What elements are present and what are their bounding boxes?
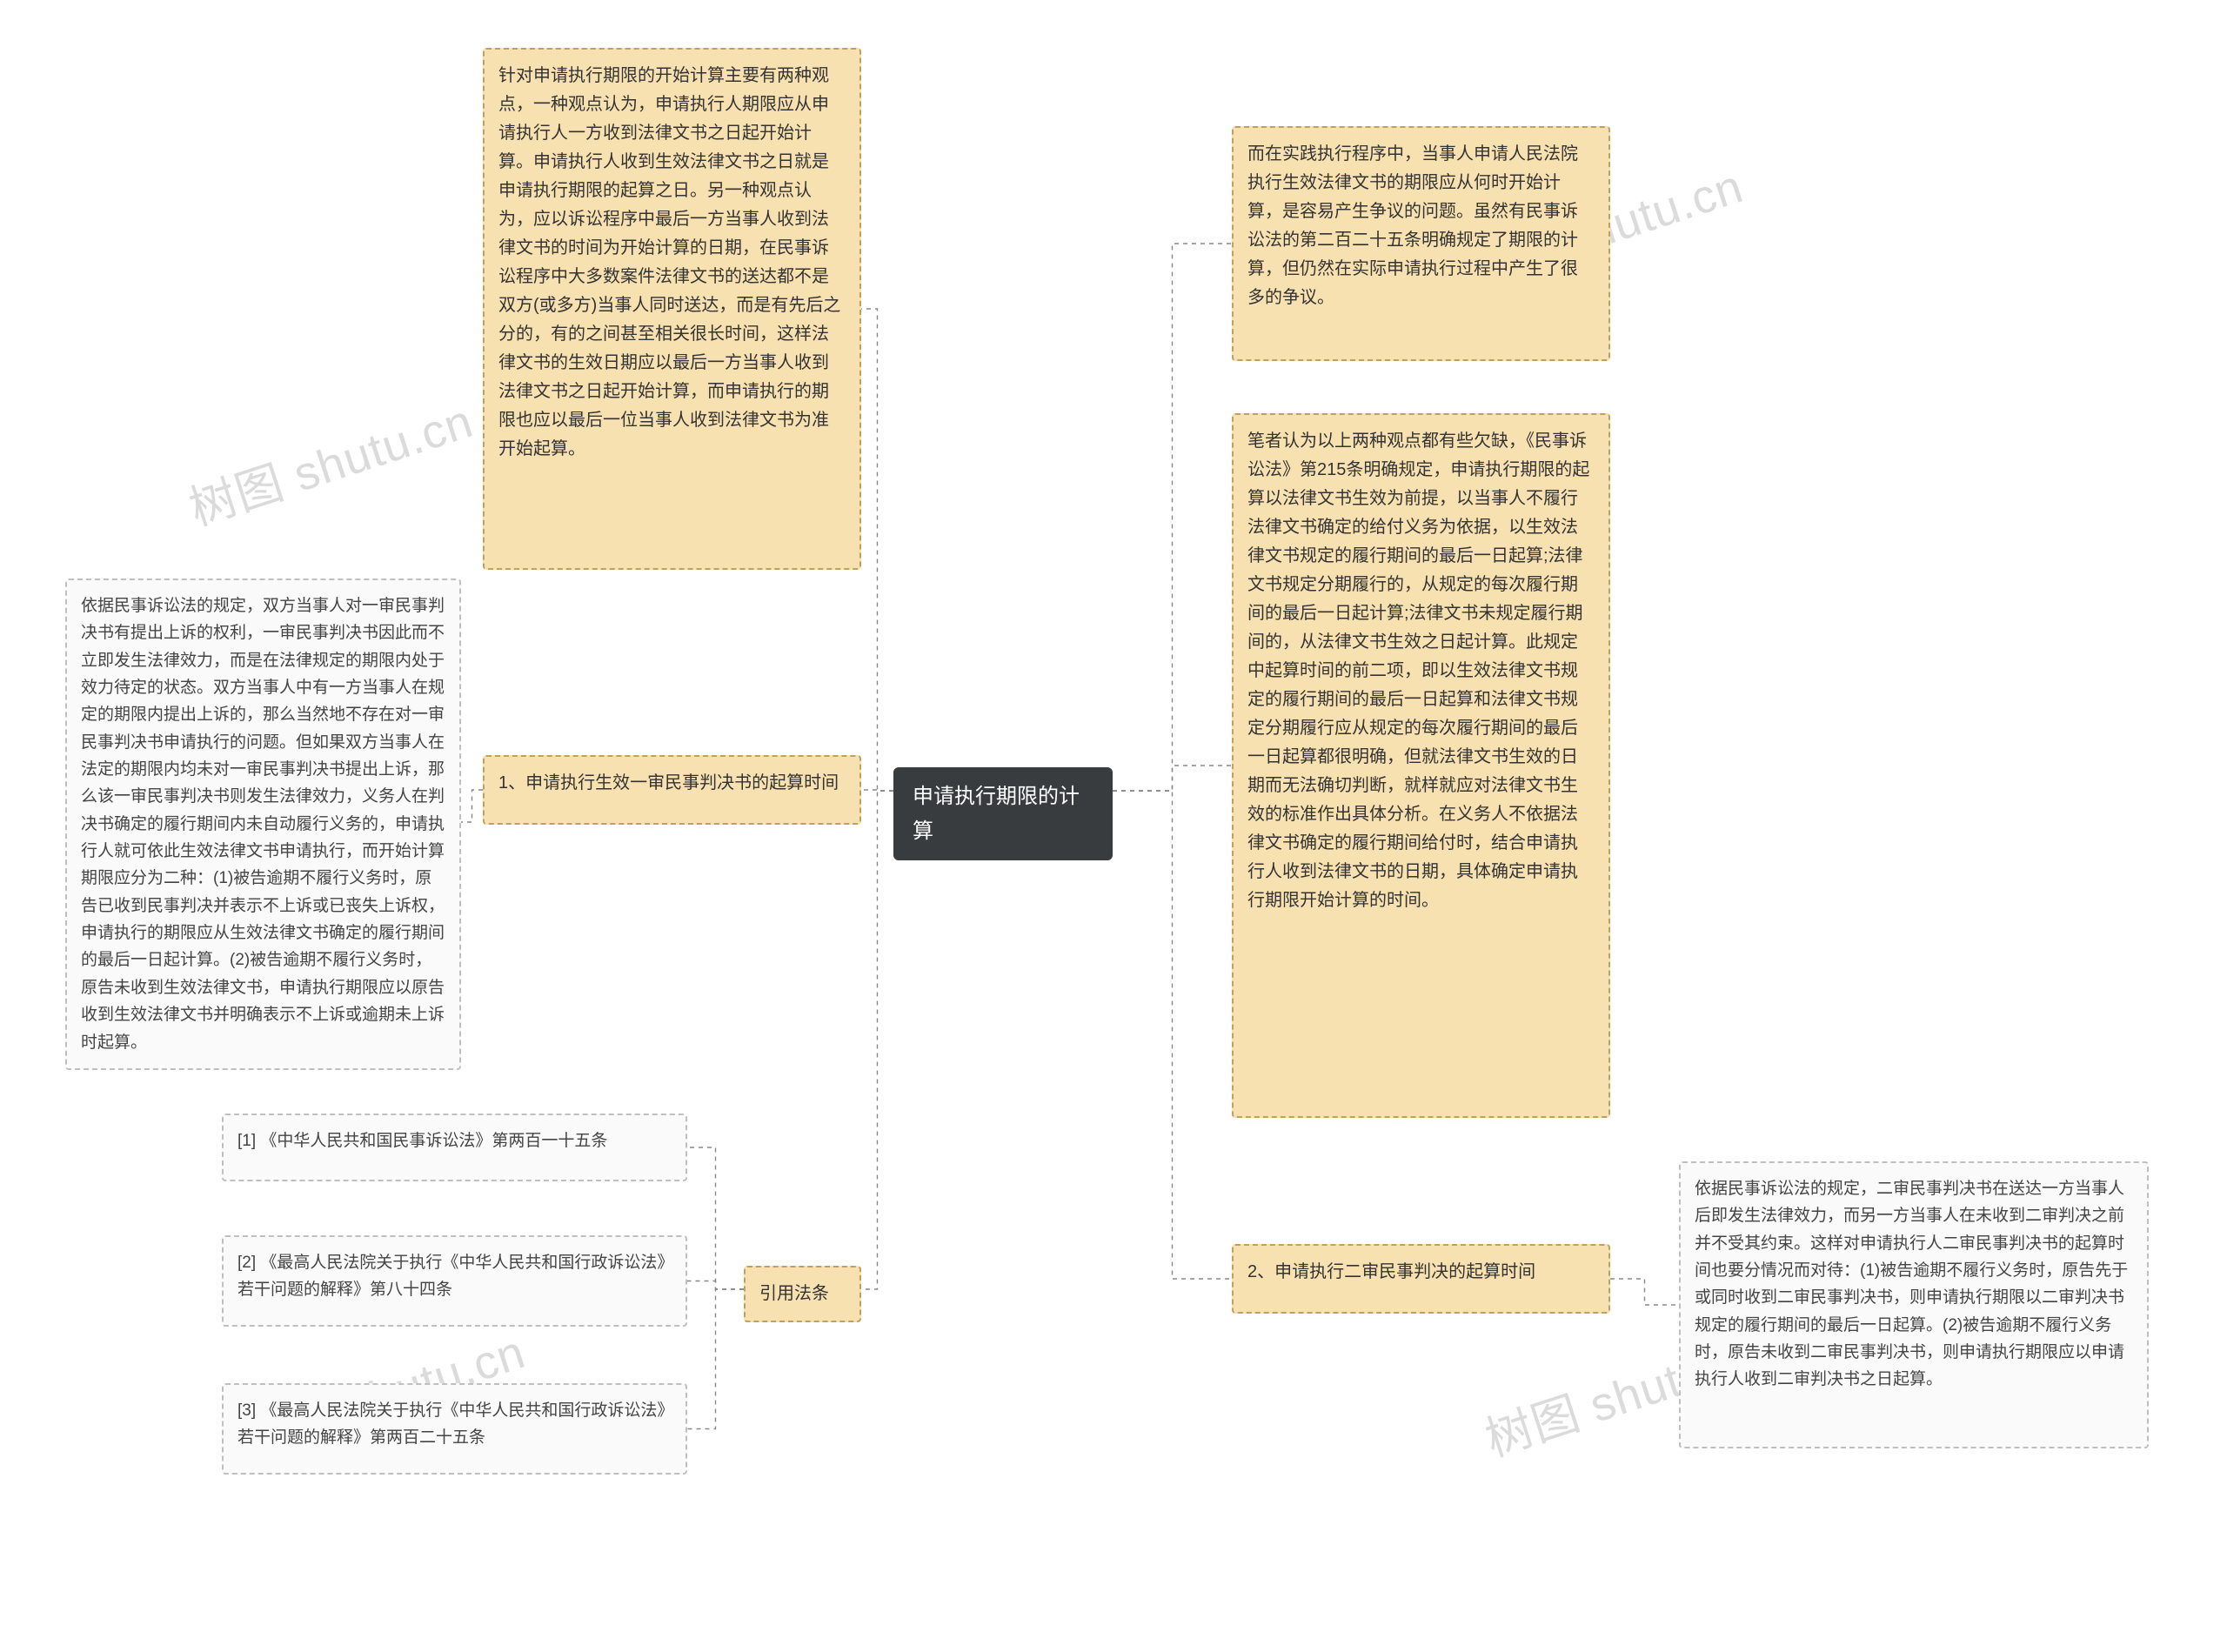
branch-practice-dispute[interactable]: 而在实践执行程序中，当事人申请人民法院执行生效法律文书的期限应从何时开始计算，是… [1232,126,1610,361]
branch-two-views[interactable]: 针对申请执行期限的开始计算主要有两种观点，一种观点认为，申请执行人期限应从申请执… [483,48,861,570]
branch-citations[interactable]: 引用法条 [744,1266,861,1322]
branch-first-instance[interactable]: 1、申请执行生效一审民事判决书的起算时间 [483,755,861,825]
leaf-first-instance-detail[interactable]: 依据民事诉讼法的规定，双方当事人对一审民事判决书有提出上诉的权利，一审民事判决书… [65,579,461,1070]
branch-second-instance[interactable]: 2、申请执行二审民事判决的起算时间 [1232,1244,1610,1314]
leaf-citation-1[interactable]: [1] 《中华人民共和国民事诉讼法》第两百一十五条 [222,1114,687,1181]
root-node[interactable]: 申请执行期限的计算 [893,767,1113,860]
leaf-second-instance-detail[interactable]: 依据民事诉讼法的规定，二审民事判决书在送达一方当事人后即发生法律效力，而另一方当… [1679,1161,2149,1448]
mindmap-canvas: 树图 shutu.cn 树图 shutu.cn 树图 shutu.cn 树图 s… [0,0,2227,1652]
branch-author-opinion[interactable]: 笔者认为以上两种观点都有些欠缺，《民事诉讼法》第215条明确规定，申请执行期限的… [1232,413,1610,1118]
leaf-citation-3[interactable]: [3] 《最高人民法院关于执行《中华人民共和国行政诉讼法》若干问题的解释》第两百… [222,1383,687,1475]
watermark: 树图 shutu.cn [179,383,480,539]
leaf-citation-2[interactable]: [2] 《最高人民法院关于执行《中华人民共和国行政诉讼法》若干问题的解释》第八十… [222,1235,687,1327]
